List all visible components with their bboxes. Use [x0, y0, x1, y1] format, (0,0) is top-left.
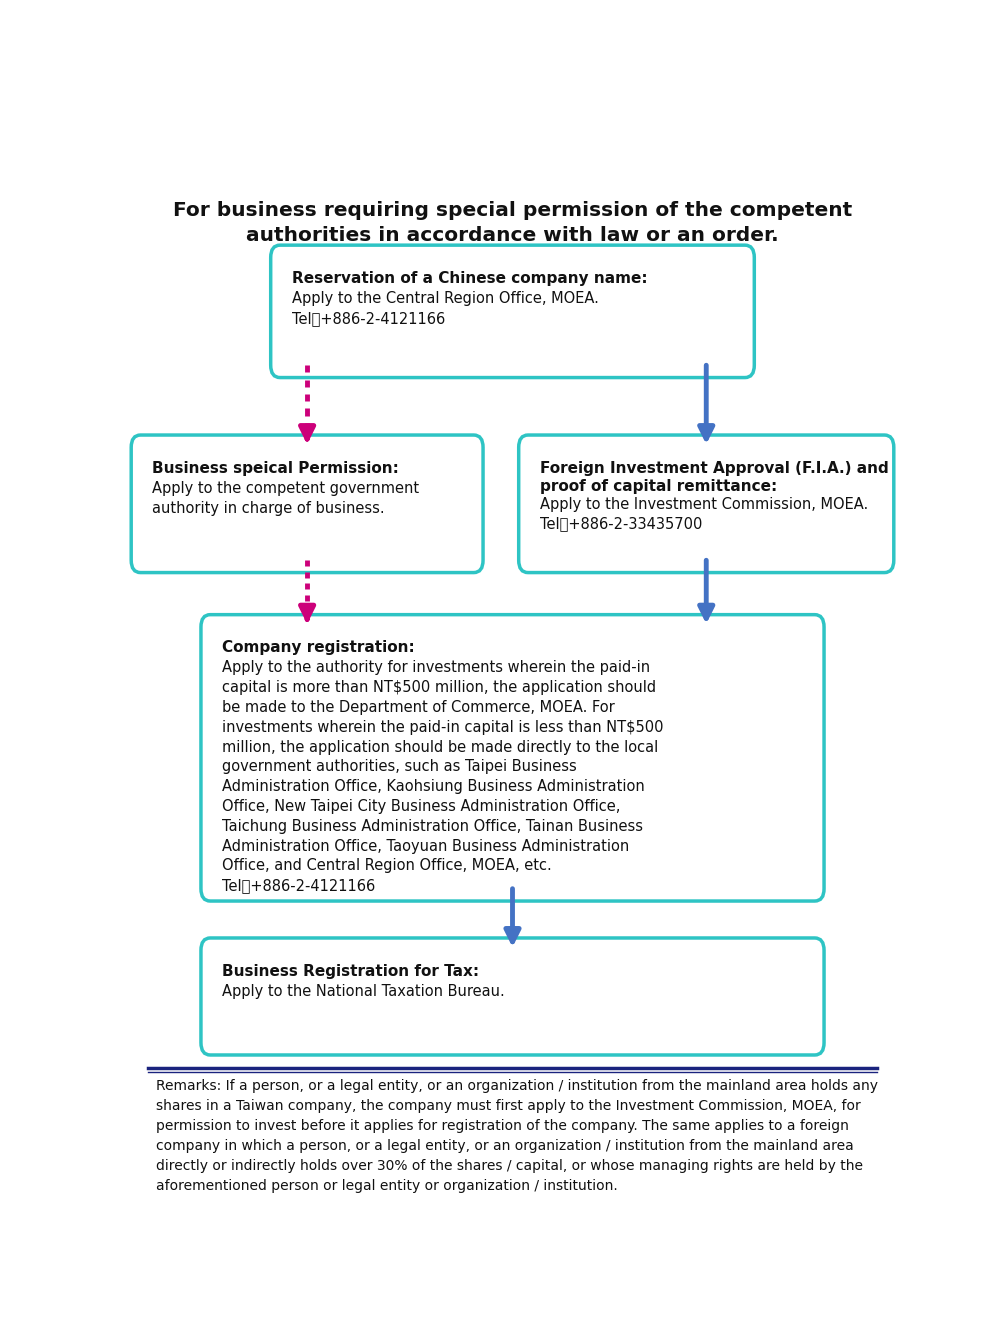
FancyBboxPatch shape — [131, 435, 483, 573]
Text: Remarks: If a person, or a legal entity, or an organization / institution from t: Remarks: If a person, or a legal entity,… — [156, 1078, 878, 1193]
Text: Reservation of a Chinese company name:: Reservation of a Chinese company name: — [292, 271, 647, 285]
Text: Apply to the authority for investments wherein the paid-in
capital is more than : Apply to the authority for investments w… — [222, 660, 663, 893]
Text: Apply to the competent government
authority in charge of business.: Apply to the competent government author… — [152, 481, 419, 516]
FancyBboxPatch shape — [201, 615, 824, 901]
FancyBboxPatch shape — [519, 435, 894, 573]
Text: Business speical Permission:: Business speical Permission: — [152, 461, 399, 476]
Text: Apply to the National Taxation Bureau.: Apply to the National Taxation Bureau. — [222, 984, 505, 998]
FancyBboxPatch shape — [201, 938, 824, 1054]
Text: For business requiring special permission of the competent: For business requiring special permissio… — [173, 201, 852, 220]
Text: Foreign Investment Approval (F.I.A.) and
proof of capital remittance:: Foreign Investment Approval (F.I.A.) and… — [540, 461, 888, 495]
Text: Apply to the Central Region Office, MOEA.
Tel：+886-2-4121166: Apply to the Central Region Office, MOEA… — [292, 291, 598, 325]
Text: Business Registration for Tax:: Business Registration for Tax: — [222, 964, 479, 978]
Text: Apply to the Investment Commission, MOEA.
Tel：+886-2-33435700: Apply to the Investment Commission, MOEA… — [540, 497, 868, 532]
Text: authorities in accordance with law or an order.: authorities in accordance with law or an… — [246, 225, 779, 245]
Text: Company registration:: Company registration: — [222, 640, 415, 656]
FancyBboxPatch shape — [271, 245, 754, 377]
